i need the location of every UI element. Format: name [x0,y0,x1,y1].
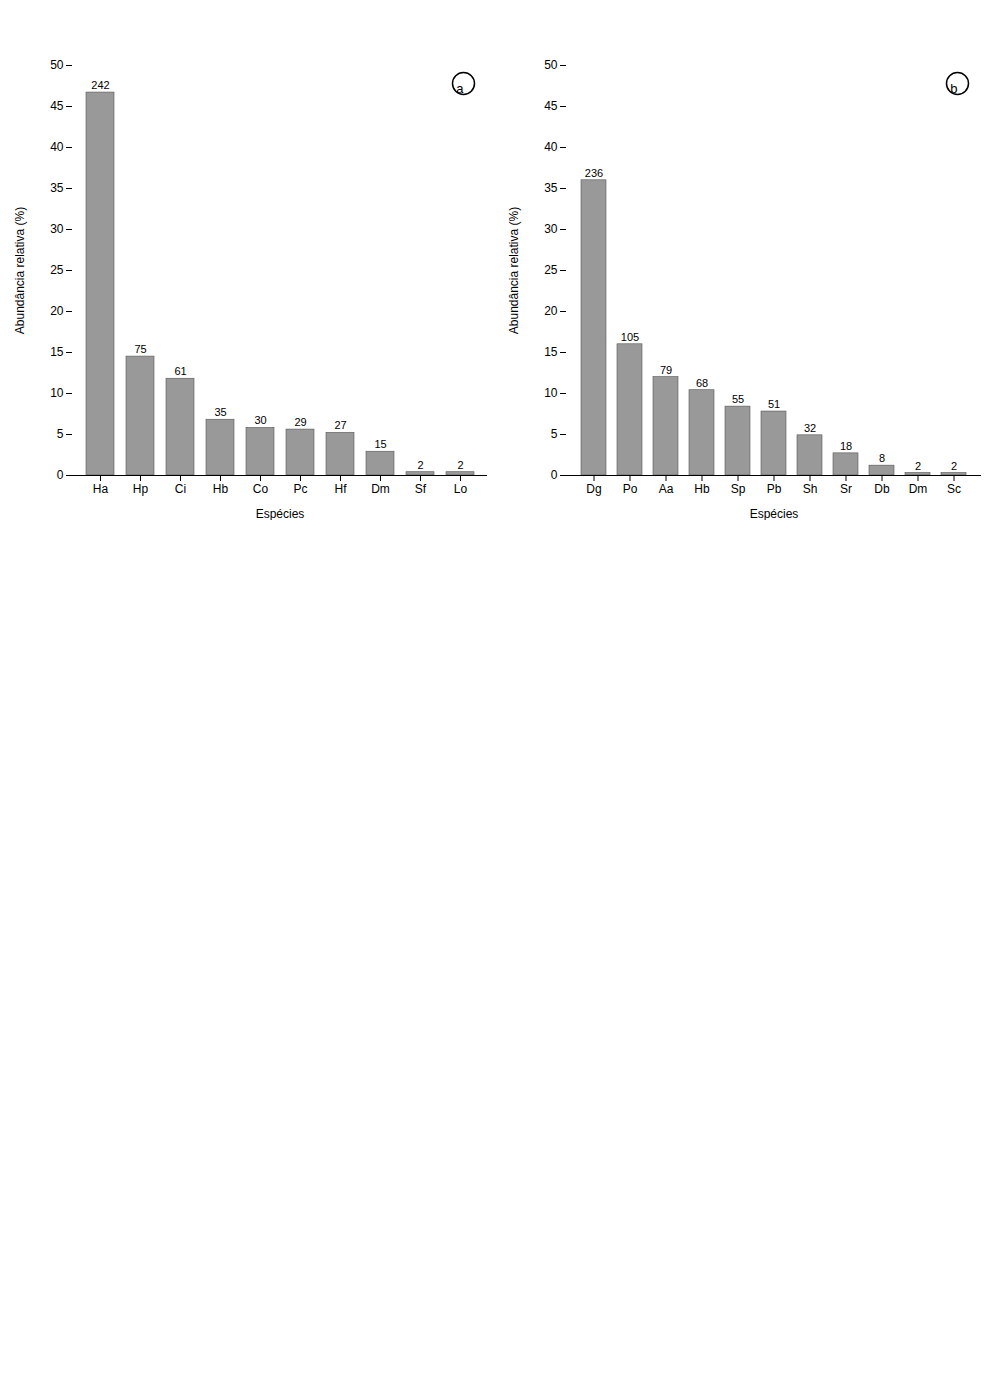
svg-text:25: 25 [544,263,558,277]
svg-text:Aa: Aa [659,482,674,496]
svg-text:Po: Po [623,482,638,496]
svg-text:35: 35 [544,181,558,195]
svg-text:51: 51 [768,398,780,410]
svg-text:10: 10 [544,386,558,400]
svg-text:30: 30 [254,414,266,426]
svg-text:15: 15 [374,438,386,450]
svg-text:Hb: Hb [694,482,710,496]
svg-text:105: 105 [621,331,639,343]
svg-text:5: 5 [57,427,64,441]
svg-text:45: 45 [50,99,64,113]
svg-text:Ci: Ci [175,482,186,496]
svg-text:40: 40 [50,140,64,154]
svg-text:50: 50 [544,58,558,72]
svg-text:68: 68 [696,377,708,389]
svg-text:242: 242 [91,79,109,91]
svg-text:55: 55 [732,393,744,405]
svg-text:Hp: Hp [133,482,149,496]
svg-text:Pb: Pb [767,482,782,496]
svg-text:20: 20 [50,304,64,318]
svg-text:Dg: Dg [586,482,601,496]
svg-text:a: a [456,81,464,96]
svg-text:75: 75 [134,343,146,355]
svg-text:30: 30 [544,222,558,236]
svg-text:27: 27 [334,419,346,431]
svg-text:50: 50 [50,58,64,72]
svg-text:Co: Co [253,482,269,496]
svg-text:Abundância relativa (%): Abundância relativa (%) [13,207,27,334]
svg-text:b: b [950,81,957,96]
svg-text:40: 40 [544,140,558,154]
svg-text:Sh: Sh [803,482,818,496]
svg-text:30: 30 [50,222,64,236]
svg-text:61: 61 [174,365,186,377]
svg-text:0: 0 [551,468,558,482]
svg-text:Espécies: Espécies [256,507,305,521]
svg-text:29: 29 [294,416,306,428]
svg-text:Lo: Lo [454,482,468,496]
svg-text:Db: Db [874,482,890,496]
svg-text:25: 25 [50,263,64,277]
svg-text:2: 2 [951,460,957,472]
svg-text:2: 2 [457,459,463,471]
svg-text:Espécies: Espécies [750,507,799,521]
svg-text:15: 15 [544,345,558,359]
svg-text:35: 35 [50,181,64,195]
svg-text:0: 0 [57,468,64,482]
svg-text:10: 10 [50,386,64,400]
svg-text:45: 45 [544,99,558,113]
svg-text:18: 18 [840,440,852,452]
svg-text:2: 2 [417,459,423,471]
svg-text:Dm: Dm [371,482,390,496]
svg-text:Sp: Sp [731,482,746,496]
svg-text:2: 2 [915,460,921,472]
svg-text:Hf: Hf [335,482,348,496]
svg-text:Sr: Sr [840,482,852,496]
svg-text:79: 79 [660,364,672,376]
svg-text:Pc: Pc [293,482,307,496]
svg-text:Abundância relativa (%): Abundância relativa (%) [507,207,521,334]
svg-text:8: 8 [879,452,885,464]
svg-text:Ha: Ha [93,482,109,496]
svg-text:Dm: Dm [909,482,928,496]
svg-text:Sc: Sc [947,482,961,496]
svg-text:236: 236 [585,167,603,179]
svg-text:35: 35 [214,406,226,418]
svg-text:20: 20 [544,304,558,318]
svg-text:Sf: Sf [415,482,427,496]
svg-text:Hb: Hb [213,482,229,496]
svg-text:15: 15 [50,345,64,359]
svg-text:5: 5 [551,427,558,441]
svg-text:32: 32 [804,422,816,434]
